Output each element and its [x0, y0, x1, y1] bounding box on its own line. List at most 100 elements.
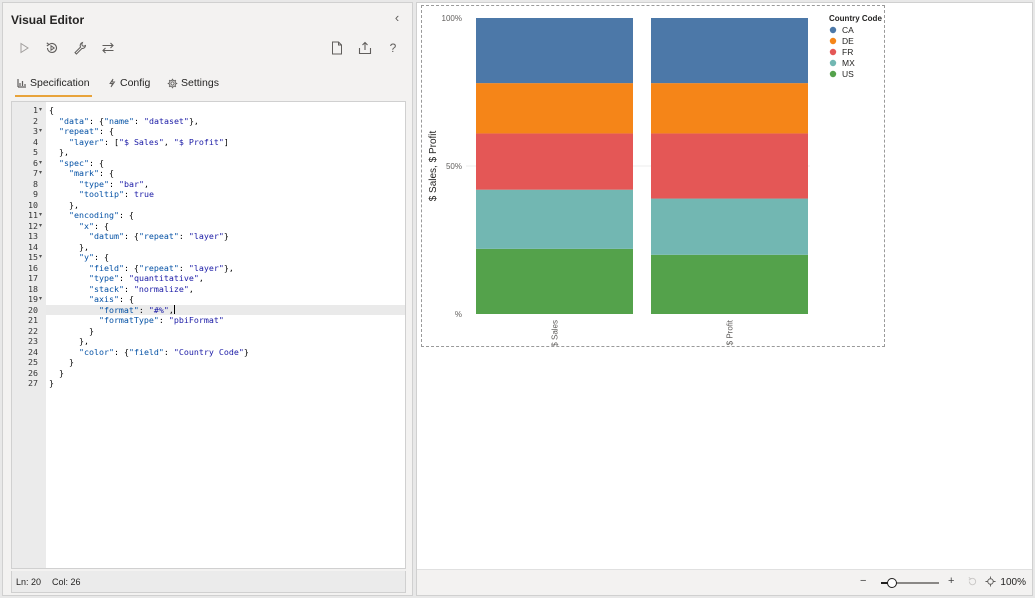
line-number: 13 — [28, 231, 38, 241]
zoom-in-button[interactable]: + — [948, 575, 955, 587]
code-line[interactable]: "spec": { — [59, 157, 104, 168]
bar-segment-fr[interactable] — [476, 133, 633, 190]
config-icon — [109, 78, 116, 88]
legend-label-de[interactable]: DE — [842, 36, 854, 46]
code-line[interactable]: "datum": {"repeat": "layer"} — [88, 231, 229, 241]
y-tick-label: 50% — [446, 162, 462, 171]
run-icon[interactable] — [13, 37, 35, 59]
fit-to-view-icon[interactable] — [985, 576, 996, 590]
legend-label-fr[interactable]: FR — [842, 47, 853, 57]
legend-label-us[interactable]: US — [842, 69, 854, 79]
swap-icon[interactable] — [97, 37, 119, 59]
code-line[interactable]: "color": {"field": "Country Code"} — [78, 346, 249, 357]
code-line[interactable]: } — [49, 367, 64, 378]
help-icon[interactable]: ? — [389, 41, 397, 55]
cursor-line-status: Ln: 20 — [16, 577, 42, 587]
fold-toggle-icon[interactable]: ▾ — [39, 159, 43, 166]
line-number: 14 — [28, 241, 38, 252]
code-line[interactable]: "type": "quantitative", — [88, 273, 204, 283]
code-line[interactable]: "data": {"name": "dataset"}, — [59, 115, 199, 126]
stacked-bar-chart[interactable]: 100% 50%% $ Sales, $ Profit $ Sales $ Profit… — [422, 6, 884, 346]
code-line[interactable]: }, — [49, 241, 89, 252]
bar-segment-us[interactable] — [651, 254, 808, 314]
gear-icon — [167, 78, 178, 88]
zoom-slider-thumb[interactable] — [887, 578, 898, 588]
code-line[interactable]: "encoding": { — [68, 210, 134, 220]
line-number: 11 — [28, 210, 38, 220]
fold-toggle-icon[interactable]: ▾ — [39, 254, 43, 260]
tab-specification[interactable]: Specification — [15, 69, 92, 97]
code-line[interactable]: } — [49, 325, 94, 336]
fold-toggle-icon[interactable]: ▾ — [39, 222, 43, 229]
bar-segment-de[interactable] — [476, 83, 633, 134]
code-line[interactable]: }, — [49, 147, 69, 157]
export-icon[interactable] — [354, 37, 376, 59]
code-area[interactable]: { "data": {"name": "dataset"}, "repeat":… — [46, 102, 405, 568]
code-line[interactable]: }, — [49, 199, 79, 210]
bar-segment-ca[interactable] — [651, 18, 808, 84]
code-line[interactable]: }, — [49, 336, 89, 346]
tab-label: Settings — [181, 77, 219, 89]
visual-editor-panel: Visual Editor ‹ ? — [2, 2, 413, 596]
chart-container[interactable]: 100% 50%% $ Sales, $ Profit $ Sales $ Profit… — [421, 5, 885, 347]
bar-segment-us[interactable] — [476, 248, 633, 314]
legend-label-ca[interactable]: CA — [842, 25, 854, 35]
x-tick-label: $ Sales — [551, 320, 560, 346]
fold-toggle-icon[interactable]: ▾ — [39, 296, 43, 302]
tab-config[interactable]: Config — [107, 69, 150, 97]
bar-segment-de[interactable] — [651, 83, 808, 134]
legend-swatch-ca[interactable] — [829, 26, 837, 34]
code-line[interactable]: "axis": { — [88, 294, 134, 304]
zoom-slider[interactable] — [881, 578, 939, 588]
code-line[interactable]: "formatType": "pbiFormat" — [98, 315, 224, 325]
code-line[interactable]: "type": "bar", — [78, 178, 149, 189]
fold-toggle-icon[interactable]: ▾ — [39, 212, 43, 218]
code-line[interactable]: "y": { — [78, 252, 109, 262]
code-editor[interactable]: 1 ▾ 2 3 ▾ 4 5 6 ▾ 7 ▾ 8 9 10 11 ▾ 12 ▾ 13 14 15 ▾ 16 17 18 19 ▾ 20 2… — [11, 101, 406, 569]
code-line[interactable]: "x": { — [78, 220, 109, 231]
bar-segment-ca[interactable] — [476, 18, 633, 84]
tab-settings[interactable]: Settings — [167, 69, 219, 97]
line-number-gutter: 1 ▾ 2 3 ▾ 4 5 6 ▾ 7 ▾ 8 9 10 11 ▾ 12 ▾ 13 14 15 ▾ 16 17 18 19 ▾ 20 2… — [12, 102, 46, 568]
code-line[interactable]: { — [49, 105, 54, 115]
new-spec-icon[interactable] — [326, 37, 348, 59]
legend-swatch-mx[interactable] — [829, 59, 837, 67]
line-number: 21 — [28, 315, 38, 325]
code-line[interactable]: "format": "#%", — [46, 304, 405, 315]
code-line[interactable]: "field": {"repeat": "layer"}, — [88, 262, 234, 273]
zoom-out-button[interactable]: − — [860, 575, 867, 587]
code-line[interactable]: "layer": ["$ Sales", "$ Profit"] — [68, 136, 229, 147]
line-number: 1 — [33, 105, 38, 115]
auto-apply-icon[interactable] — [41, 37, 63, 59]
bar-segment-mx[interactable] — [651, 198, 808, 255]
y-axis-title: $ Sales, $ Profit — [428, 130, 439, 201]
legend-swatch-de[interactable] — [829, 37, 837, 45]
visual-preview-panel: 100% 50%% $ Sales, $ Profit $ Sales $ Profit… — [416, 2, 1033, 596]
legend-swatch-fr[interactable] — [829, 48, 837, 56]
code-line[interactable]: "tooltip": true — [78, 189, 154, 199]
legend-label-mx[interactable]: MX — [842, 58, 855, 68]
code-line[interactable]: "stack": "normalize", — [88, 283, 194, 294]
code-line[interactable]: "repeat": { — [59, 126, 114, 136]
bar-segment-fr[interactable] — [651, 133, 808, 199]
line-number: 6 — [33, 157, 38, 168]
line-number: 24 — [28, 346, 38, 357]
code-line[interactable]: "mark": { — [68, 168, 114, 178]
line-number: 25 — [28, 357, 38, 367]
reset-zoom-icon[interactable] — [967, 576, 978, 590]
editor-status-bar: Ln: 20 Col: 26 — [11, 571, 406, 593]
zoom-slider-fill — [881, 582, 893, 584]
code-line[interactable]: } — [49, 378, 54, 388]
legend-swatch-us[interactable] — [829, 70, 837, 78]
repair-icon[interactable] — [69, 37, 91, 59]
fold-toggle-icon[interactable]: ▾ — [39, 128, 43, 134]
code-line[interactable]: } — [49, 357, 74, 367]
bar-segment-mx[interactable] — [476, 189, 633, 249]
fold-toggle-icon[interactable]: ▾ — [39, 107, 43, 113]
y-tick-label: 100% — [442, 14, 462, 23]
collapse-panel-icon[interactable]: ‹ — [394, 10, 400, 25]
editor-toolbar: ? — [3, 37, 412, 61]
editor-tabs: Specification Config Settings — [3, 69, 412, 97]
fold-toggle-icon[interactable]: ▾ — [39, 170, 43, 176]
x-tick-label: $ Profit — [726, 319, 735, 345]
